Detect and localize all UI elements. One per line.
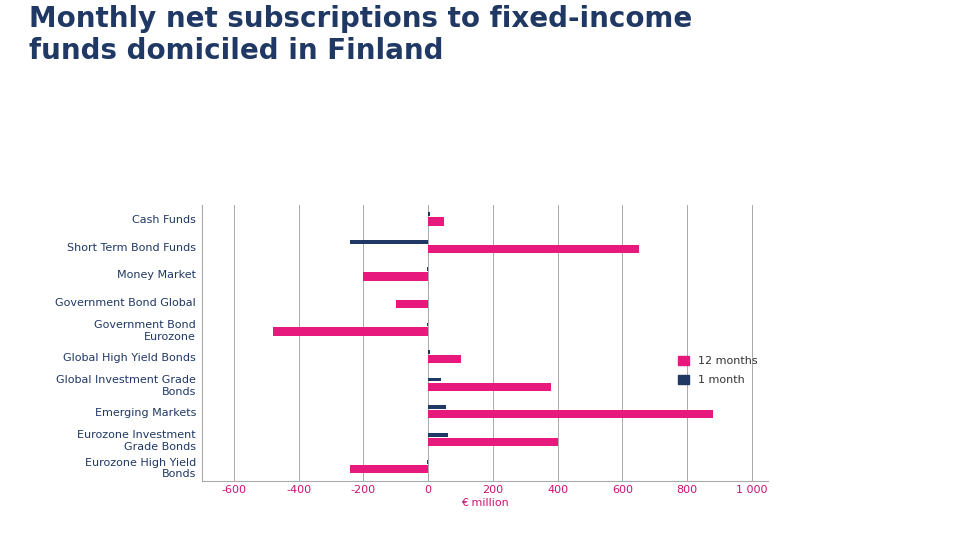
Bar (350, 240, 428, 244)
Bar (426, 322, 428, 326)
Bar (428, 377, 441, 381)
Bar (428, 212, 430, 216)
Bar (428, 405, 446, 409)
X-axis label: € million: € million (461, 498, 509, 508)
Bar (428, 217, 444, 226)
Bar (428, 410, 713, 418)
Bar (364, 272, 428, 281)
Bar (428, 245, 638, 253)
Bar (350, 465, 428, 474)
Text: Monthly net subscriptions to fixed-income
funds domiciled in Finland: Monthly net subscriptions to fixed-incom… (29, 5, 692, 65)
Legend: 12 months, 1 month: 12 months, 1 month (674, 351, 762, 390)
Bar (428, 433, 447, 436)
Bar (426, 460, 428, 464)
Bar (273, 327, 428, 336)
Bar (428, 355, 461, 363)
Bar (396, 300, 428, 308)
Bar (428, 350, 430, 354)
Bar (426, 267, 428, 271)
Bar (428, 437, 558, 446)
Bar (428, 382, 551, 391)
